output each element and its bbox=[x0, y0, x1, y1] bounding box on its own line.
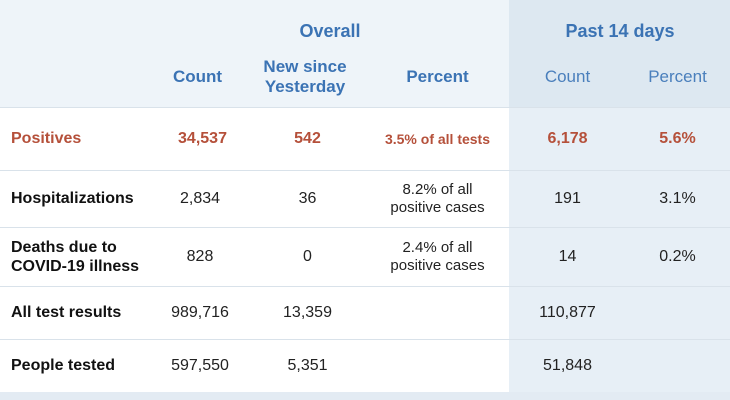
overall-percent-header: Percent bbox=[406, 66, 469, 86]
hospitalizations-percent: 8.2% of all positive cases bbox=[390, 181, 485, 216]
positives-past-percent: 5.6% bbox=[659, 130, 696, 148]
row-label-positives: Positives bbox=[11, 130, 82, 148]
overall-count-header: Count bbox=[172, 66, 223, 86]
overall-group-header: Overall bbox=[299, 21, 361, 42]
row-separator bbox=[0, 107, 730, 108]
deaths-new: 0 bbox=[303, 248, 312, 266]
header-band-past14 bbox=[509, 0, 730, 107]
deaths-past-percent: 0.2% bbox=[659, 248, 696, 266]
all-tests-new: 13,359 bbox=[283, 304, 332, 322]
row-separator bbox=[0, 227, 730, 228]
deaths-percent: 2.4% of all positive cases bbox=[390, 239, 485, 274]
header-band-overall bbox=[0, 0, 509, 107]
row-label-hospitalizations: Hospitalizations bbox=[11, 190, 134, 208]
people-tested-past-count: 51,848 bbox=[543, 357, 592, 375]
row-separator bbox=[0, 339, 730, 340]
row-separator bbox=[0, 286, 730, 287]
past-percent-header: Percent bbox=[648, 66, 707, 86]
row-label-people-tested: People tested bbox=[11, 357, 116, 375]
deaths-past-count: 14 bbox=[558, 248, 577, 266]
past14-group-header: Past 14 days bbox=[565, 21, 675, 42]
row-label-all-test-results: All test results bbox=[11, 304, 122, 322]
people-tested-new: 5,351 bbox=[287, 357, 328, 375]
people-tested-count: 597,550 bbox=[171, 357, 229, 375]
positives-past-count: 6,178 bbox=[547, 130, 588, 148]
hospitalizations-past-percent: 3.1% bbox=[659, 190, 696, 208]
hospitalizations-past-count: 191 bbox=[554, 190, 581, 208]
overall-new-header: New since Yesterday bbox=[263, 56, 347, 96]
positives-new: 542 bbox=[294, 130, 321, 148]
deaths-count: 828 bbox=[186, 248, 214, 266]
row-separator bbox=[0, 170, 730, 171]
positives-count: 34,537 bbox=[178, 130, 227, 148]
past-count-header: Count bbox=[544, 66, 591, 86]
all-tests-past-count: 110,877 bbox=[539, 304, 596, 322]
hospitalizations-count: 2,834 bbox=[179, 190, 221, 208]
positives-percent: 3.5% of all tests bbox=[384, 130, 491, 147]
row-label-deaths: Deaths due to COVID-19 illness bbox=[11, 238, 140, 275]
all-tests-count: 989,716 bbox=[171, 304, 229, 322]
hospitalizations-new: 36 bbox=[298, 190, 317, 208]
table-bottom-strip bbox=[0, 392, 730, 400]
